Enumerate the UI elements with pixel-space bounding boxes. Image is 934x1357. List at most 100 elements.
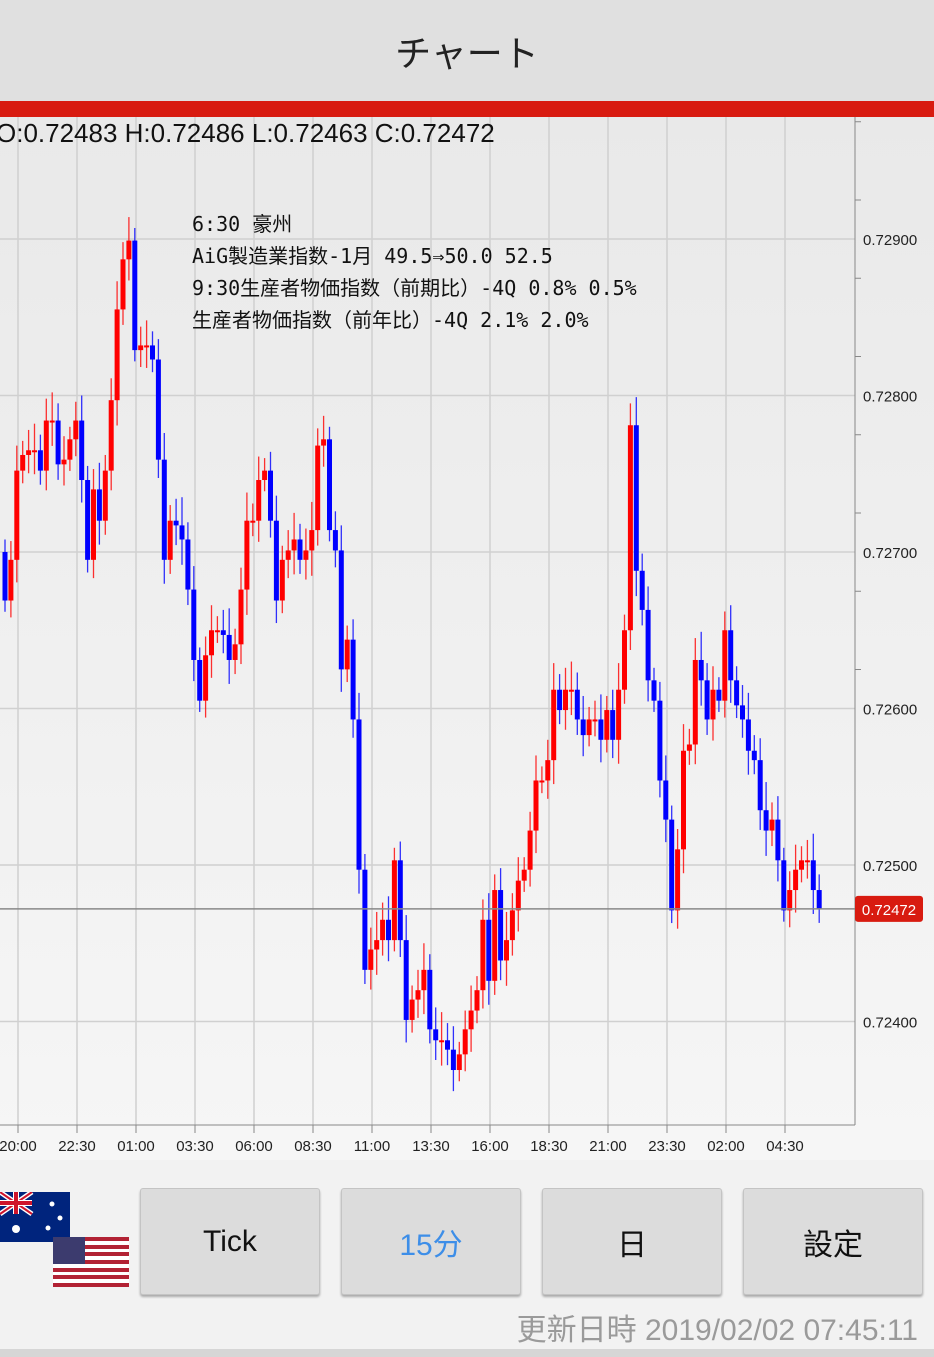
candle-up: [285, 550, 291, 560]
y-tick-label: 0.72800: [863, 389, 917, 406]
x-tick-label: 01:00: [117, 1138, 155, 1155]
candle-up: [315, 445, 321, 531]
candlestick-chart[interactable]: 0.72900 0.72800 0.72700 0.72600 0.72500 0.724…: [0, 117, 934, 1160]
y-tick-label: 0.72600: [863, 702, 917, 719]
candle-up: [344, 639, 350, 670]
candle-up: [474, 990, 480, 1011]
bottom-divider: [0, 1349, 934, 1357]
candle-up: [415, 990, 421, 1000]
candle-down: [268, 470, 273, 521]
candle-up: [616, 689, 622, 740]
candle-up: [622, 630, 627, 690]
candle-up: [114, 309, 120, 401]
economic-event-notes: 6:30 豪州 AiG製造業指数-1月 49.5⇒50.0 52.5 9:30生産者…: [192, 208, 637, 336]
x-tick-label: 06:00: [235, 1138, 273, 1155]
15min-button[interactable]: 15分: [341, 1188, 521, 1295]
aud-usd-flags-icon[interactable]: [0, 1192, 132, 1292]
candle-down: [79, 420, 85, 481]
candle-down: [220, 630, 226, 635]
candle-down: [427, 969, 433, 1030]
accent-bar: [0, 101, 934, 117]
candle-down: [173, 520, 179, 526]
candle-down: [197, 659, 203, 701]
candle-up: [793, 869, 799, 891]
candle-down: [810, 860, 816, 891]
candle-up: [108, 400, 114, 471]
candle-down: [757, 760, 763, 811]
candle-down: [55, 420, 61, 465]
candle-up: [244, 520, 250, 590]
candle-down: [37, 450, 43, 471]
candle-up: [462, 1029, 468, 1055]
candle-down: [663, 780, 669, 820]
candle-down: [161, 459, 167, 560]
candle-up: [102, 470, 108, 521]
x-tick-label: 21:00: [589, 1138, 627, 1155]
y-tick-label: 0.72400: [863, 1015, 917, 1032]
updated-timestamp: 更新日時 2019/02/02 07:45:11: [516, 1314, 918, 1347]
candle-down: [433, 1029, 439, 1041]
candle-down: [397, 860, 403, 941]
candle-up: [515, 880, 521, 911]
candle-up: [203, 655, 209, 701]
candle-up: [533, 780, 539, 831]
candle-up: [504, 940, 509, 961]
candle-down: [445, 1040, 450, 1050]
candle-down: [633, 425, 639, 571]
x-tick-label: 18:30: [530, 1138, 568, 1155]
candle-up: [539, 780, 545, 783]
candle-up: [769, 819, 775, 831]
settings-button[interactable]: 設定: [743, 1188, 923, 1295]
candle-up: [232, 644, 238, 660]
x-tick-label: 16:00: [471, 1138, 509, 1155]
candle-up: [20, 454, 26, 471]
candle-up: [368, 949, 374, 970]
candle-up: [391, 860, 397, 941]
candle-up: [256, 480, 262, 521]
candle-down: [132, 240, 138, 351]
chart-area[interactable]: 0.72900 0.72800 0.72700 0.72600 0.72500 0.724…: [0, 117, 934, 1160]
candle-down: [775, 819, 781, 861]
candle-down: [698, 659, 704, 681]
candle-up: [321, 439, 327, 446]
x-tick-label: 22:30: [58, 1138, 96, 1155]
candle-down: [745, 719, 751, 751]
x-tick-label: 04:30: [766, 1138, 804, 1155]
tick-button[interactable]: Tick: [140, 1188, 320, 1295]
candle-down: [155, 359, 161, 460]
candle-up: [710, 689, 716, 720]
candle-up: [409, 999, 415, 1020]
candle-down: [297, 539, 303, 560]
candle-up: [592, 719, 598, 722]
candle-down: [716, 689, 722, 701]
y-tick-label: 0.72700: [863, 545, 917, 562]
candle-up: [568, 689, 574, 692]
ohlc-readout: O:0.72483 H:0.72486 L:0.72463 C:0.72472: [0, 118, 495, 148]
candle-up: [120, 259, 126, 310]
candle-up: [509, 910, 515, 941]
candle-up: [43, 420, 49, 471]
candle-down: [191, 589, 197, 660]
candle-up: [675, 849, 681, 911]
candle-up: [545, 760, 551, 781]
candle-down: [332, 530, 338, 551]
candle-up: [138, 345, 144, 351]
candle-down: [651, 680, 657, 701]
x-tick-label: 23:30: [648, 1138, 686, 1155]
candle-up: [686, 744, 692, 751]
candle-down: [338, 550, 344, 670]
candle-up: [456, 1054, 462, 1071]
candle-down: [327, 439, 332, 531]
candle-down: [610, 710, 616, 740]
day-button[interactable]: 日: [542, 1188, 722, 1295]
candle-up: [309, 530, 315, 551]
candle-down: [386, 919, 391, 941]
candle-up: [787, 890, 793, 911]
candle-up: [262, 470, 268, 481]
candle-down: [403, 940, 409, 1020]
y-tick-label: 0.72500: [863, 858, 917, 875]
note-line: 9:30生産者物価指数（前期比）-4Q 0.8% 0.5%: [192, 276, 637, 300]
candle-up: [380, 919, 386, 941]
candle-up: [291, 539, 297, 551]
candle-up: [91, 489, 96, 560]
